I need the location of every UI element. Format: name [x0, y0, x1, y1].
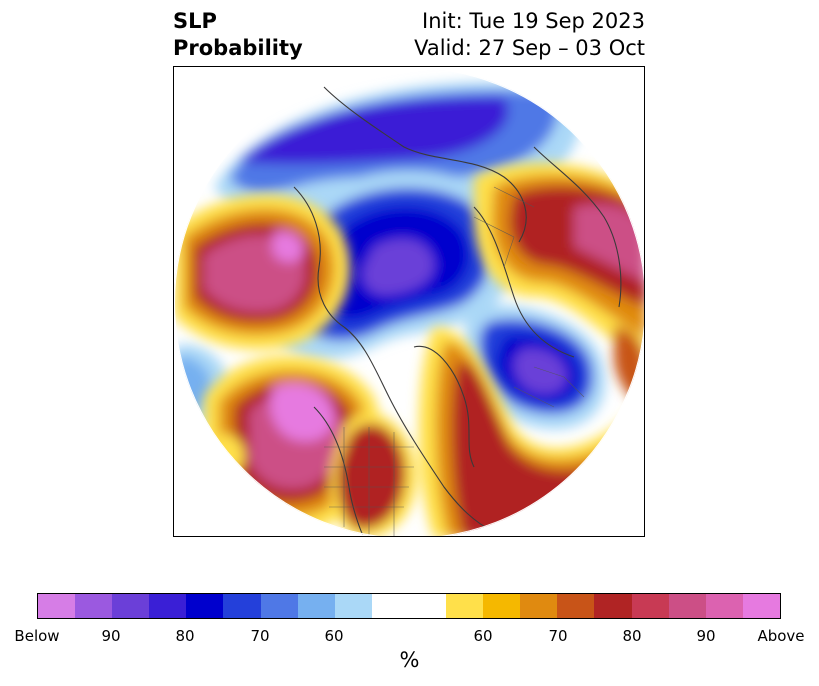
colorbar	[37, 593, 781, 619]
colorbar-segment	[557, 594, 595, 618]
colorbar-segment	[705, 594, 743, 618]
forecast-dates: Init: Tue 19 Sep 2023 Valid: 27 Sep – 03…	[414, 8, 645, 62]
colorbar-segment	[446, 594, 484, 618]
colorbar-segment	[631, 594, 669, 618]
cbar-tick-above-80: 80	[622, 627, 642, 645]
valid-date: Valid: 27 Sep – 03 Oct	[414, 36, 645, 60]
cbar-tick-below-90: 90	[101, 627, 121, 645]
cbar-tick-below-70: 70	[250, 627, 270, 645]
title-line-1: SLP	[173, 9, 217, 33]
cbar-tick-above-60: 60	[473, 627, 493, 645]
colorbar-segment	[223, 594, 261, 618]
title-line-2: Probability	[173, 36, 303, 60]
borders	[324, 186, 585, 536]
cbar-tick-above-90: 90	[696, 627, 716, 645]
cbar-tick-below-60: 60	[324, 627, 344, 645]
colorbar-segment	[594, 594, 632, 618]
colorbar-segment	[371, 594, 447, 618]
colorbar-segment	[38, 594, 76, 618]
colorbar-unit-label: %	[399, 648, 420, 672]
colorbar-segment	[186, 594, 224, 618]
map-svg	[174, 67, 644, 536]
cbar-tick-above-70: 70	[548, 627, 568, 645]
colorbar-segment	[297, 594, 335, 618]
probability-field	[174, 67, 644, 536]
colorbar-segment	[483, 594, 521, 618]
colorbar-segment	[112, 594, 150, 618]
colorbar-segment	[520, 594, 558, 618]
cbar-tick-below: Below	[14, 627, 60, 645]
colorbar-segment	[742, 594, 780, 618]
colorbar-segment	[149, 594, 187, 618]
init-date: Init: Tue 19 Sep 2023	[422, 9, 645, 33]
colorbar-segment	[668, 594, 706, 618]
cbar-tick-above: Above	[757, 627, 805, 645]
colorbar-segment	[260, 594, 298, 618]
map-title: SLP Probability	[173, 8, 303, 62]
probability-map	[173, 66, 645, 537]
colorbar-segment	[334, 594, 372, 618]
colorbar-segment	[75, 594, 113, 618]
cbar-tick-below-80: 80	[175, 627, 195, 645]
